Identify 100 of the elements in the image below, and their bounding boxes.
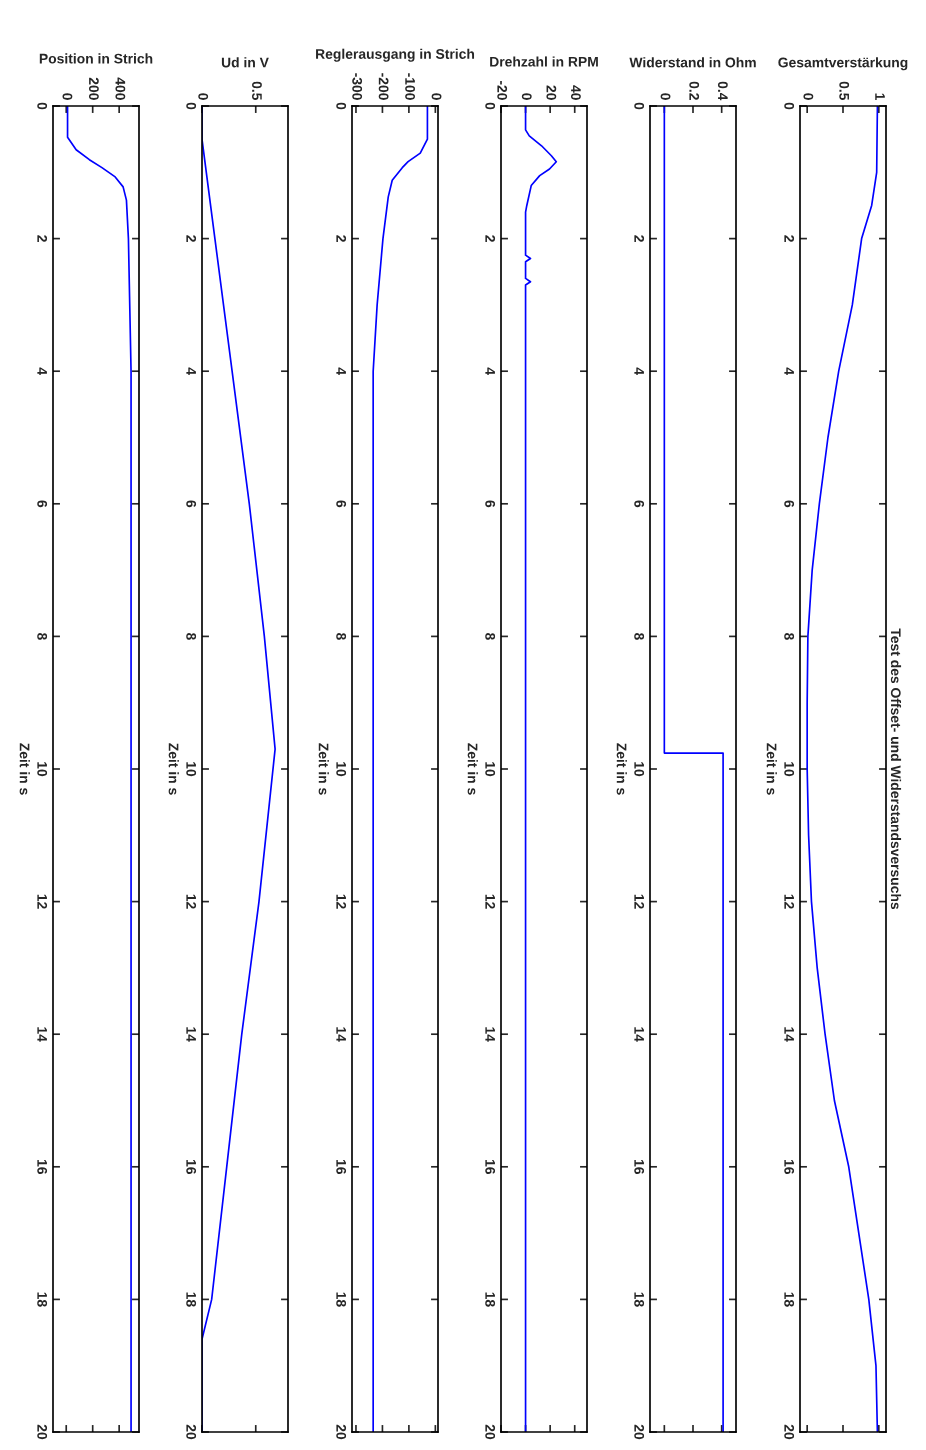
y-tick-label: 20 [784, 1424, 795, 1440]
y-tick-label: 18 [186, 1292, 197, 1307]
x-axis-title: Gesamtverstärkung [778, 57, 908, 71]
x-tick-label: 0 [62, 93, 73, 100]
y-tick-label: 8 [784, 632, 795, 640]
y-tick-label: 2 [784, 235, 795, 242]
y-tick-label: 18 [784, 1292, 795, 1307]
y-tick-label: 14 [784, 1027, 794, 1042]
y-tick-label: 6 [37, 500, 48, 508]
x-axis-title: Reglerausgang in Strich [316, 48, 475, 62]
x-tick-label: 200 [88, 77, 99, 100]
y-tick-label: 12 [37, 894, 48, 909]
y-tick-label: 8 [634, 632, 645, 640]
y-tick-label: 2 [336, 235, 347, 242]
x-axis-title: Widerstand in Ohm [629, 57, 756, 68]
y-tick-label: 2 [37, 235, 48, 242]
line-series [806, 106, 879, 1432]
y-axis-title: Zeit in s [19, 743, 30, 795]
x-axis-title: Drehzahl in RPM [490, 56, 598, 67]
line-series [524, 106, 558, 1432]
y-tick-label: 4 [37, 367, 47, 375]
y-tick-label: 6 [634, 500, 645, 508]
y-tick-label: 14 [37, 1027, 47, 1042]
x-tick-label: 0 [431, 93, 442, 100]
y-tick-label: 16 [784, 1159, 795, 1175]
line-series [372, 106, 429, 1432]
x-tick-label: 0.2 [689, 81, 700, 100]
y-tick-label: 6 [485, 500, 496, 508]
y-axis-title: Zeit in s [318, 743, 329, 795]
x-axis-title: Ud in V [221, 57, 269, 68]
x-tick-label: 0 [660, 93, 671, 100]
x-tick-label: -20 [497, 80, 508, 100]
y-tick-label: 0 [634, 102, 645, 110]
y-tick-label: 12 [634, 894, 645, 909]
y-tick-label: 18 [336, 1292, 347, 1307]
y-tick-label: 18 [485, 1292, 496, 1307]
y-axis-title: Zeit in s [467, 743, 478, 795]
y-tick-label: 20 [634, 1424, 645, 1440]
y-tick-label: 12 [186, 894, 197, 909]
y-tick-label: 12 [336, 894, 347, 909]
y-tick-label: 10 [784, 762, 795, 777]
y-tick-label: 0 [37, 102, 48, 110]
y-tick-label: 10 [186, 762, 197, 777]
y-tick-label: 4 [784, 367, 794, 375]
y-tick-label: 16 [37, 1159, 48, 1175]
y-axis-title: Zeit in s [616, 743, 627, 795]
y-tick-label: 16 [186, 1159, 197, 1175]
y-tick-label: 6 [336, 500, 347, 508]
y-tick-label: 18 [634, 1292, 645, 1307]
y-tick-label: 20 [485, 1424, 496, 1440]
y-tick-label: 10 [336, 762, 347, 777]
x-tick-label: 0.5 [252, 81, 262, 101]
y-tick-label: 12 [784, 894, 795, 909]
y-tick-label: 18 [37, 1292, 48, 1307]
x-tick-label: 0 [198, 93, 209, 100]
y-tick-label: 14 [336, 1027, 346, 1042]
y-axis-title: Zeit in s [168, 743, 179, 795]
y-axis-title: Zeit in s [766, 743, 777, 795]
y-tick-label: 4 [186, 367, 196, 375]
y-tick-label: 10 [37, 762, 48, 777]
y-tick-label: 12 [485, 894, 496, 909]
y-tick-label: 14 [186, 1027, 196, 1042]
y-tick-label: 16 [485, 1159, 496, 1175]
x-tick-label: 1 [875, 93, 885, 101]
x-tick-label: -300 [352, 73, 363, 100]
line-series [66, 106, 132, 1432]
x-tick-label: 0.4 [717, 81, 728, 101]
x-axis-title: Position in Strich [39, 53, 153, 64]
y-tick-label: 8 [37, 632, 48, 640]
x-tick-label: 400 [115, 77, 126, 100]
x-tick-label: 0 [803, 93, 814, 100]
y-tick-label: 0 [784, 102, 795, 110]
y-tick-label: 20 [37, 1424, 48, 1440]
y-tick-label: 2 [186, 235, 197, 242]
y-tick-label: 16 [634, 1159, 645, 1175]
y-tick-label: 10 [485, 762, 496, 777]
y-tick-label: 6 [784, 500, 795, 508]
y-tick-label: 0 [186, 102, 197, 110]
x-tick-label: -200 [378, 73, 389, 100]
y-tick-label: 14 [485, 1027, 495, 1042]
x-tick-label: 40 [570, 85, 581, 100]
y-tick-label: 2 [634, 235, 645, 242]
y-tick-label: 14 [634, 1027, 644, 1042]
y-tick-label: 8 [485, 632, 496, 640]
x-tick-label: 20 [546, 85, 557, 100]
y-tick-label: 2 [485, 235, 496, 242]
x-tick-label: 0 [521, 93, 532, 100]
y-tick-label: 4 [336, 367, 346, 375]
y-tick-label: 4 [634, 367, 644, 375]
y-tick-label: 20 [336, 1424, 347, 1440]
y-tick-label: 16 [336, 1159, 347, 1175]
y-tick-label: 6 [186, 500, 197, 508]
x-tick-label: -100 [405, 73, 415, 100]
y-tick-label: 4 [485, 367, 495, 375]
y-tick-label: 0 [336, 102, 347, 110]
y-tick-label: 0 [485, 102, 496, 110]
y-tick-label: 8 [336, 632, 347, 640]
y-tick-label: 20 [186, 1424, 197, 1440]
y-tick-label: 8 [186, 632, 197, 640]
text: Test des Offset- und Widerstandsversuchs [890, 628, 902, 910]
